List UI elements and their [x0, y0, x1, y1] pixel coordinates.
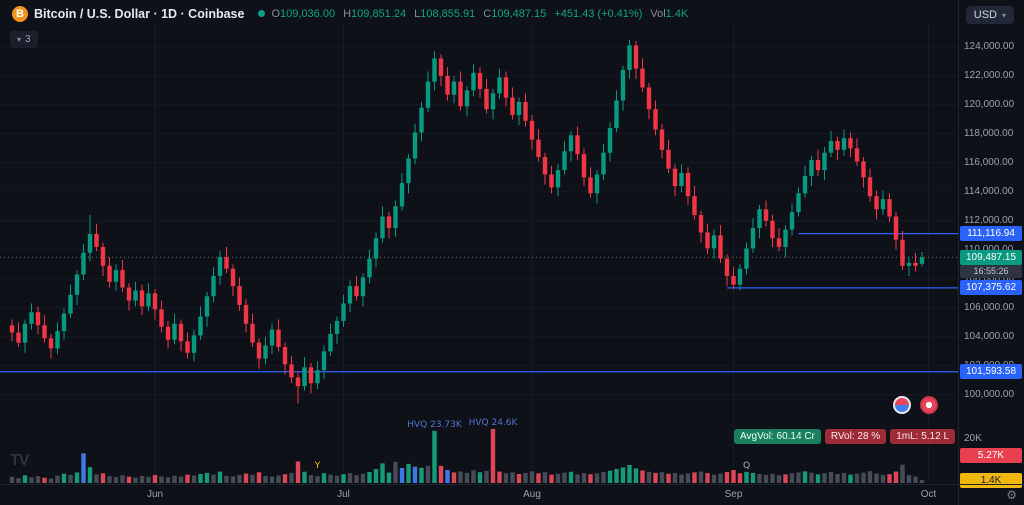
- close-value: C109,487.15: [483, 7, 547, 20]
- chart-marker-icons: [893, 396, 938, 414]
- time-axis-label: Jul: [337, 489, 350, 500]
- svg-text:HVQ 24.6K: HVQ 24.6K: [469, 418, 519, 428]
- price-tick-label: 110,000.00: [964, 244, 1013, 256]
- chevron-down-icon: ▾: [17, 35, 22, 44]
- red-blue-circle-marker-icon[interactable]: [893, 396, 911, 414]
- price-tick-label: 106,000.00: [964, 301, 1015, 313]
- price-tick-label: 116,000.00: [964, 156, 1014, 168]
- price-tick-label: 112,000.00: [964, 214, 1014, 226]
- last-price-badge[interactable]: 109,487.15: [960, 249, 1022, 265]
- hidden-indicators-count: 3: [25, 34, 31, 45]
- level-price-badge[interactable]: 111,116.94: [960, 226, 1022, 242]
- time-axis-label: Aug: [523, 489, 541, 500]
- chart-header: B Bitcoin / U.S. Dollar · 1D · Coinbase …: [0, 0, 958, 27]
- red-ring-circle-marker-icon[interactable]: [920, 396, 938, 414]
- avgvol-stat-badge[interactable]: AvgVol: 60.14 Cr: [734, 429, 821, 444]
- chevron-down-icon: ▾: [1001, 10, 1006, 20]
- legend-collapse-button[interactable]: ▾ 3: [10, 31, 38, 48]
- ohlc-readout: O109,036.00 H109,851.24 L108,855.91 C109…: [271, 8, 688, 20]
- level-price-badge[interactable]: 107,375.62: [960, 280, 1022, 296]
- countdown-badge: 16:55:26: [960, 264, 1022, 278]
- bitcoin-icon: B: [12, 5, 28, 22]
- time-axis[interactable]: ⚙ Jun Jul Aug Sep Oct: [0, 484, 1024, 505]
- volume-axis-top-label: 20K: [964, 433, 982, 444]
- level-price-badge[interactable]: 101,593.58: [960, 364, 1022, 380]
- price-tick-label: 114,000.00: [964, 185, 1014, 197]
- currency-selector-button[interactable]: USD ▾: [965, 6, 1014, 24]
- volume-value: Vol1.4K: [650, 7, 689, 20]
- time-axis-label: Sep: [724, 489, 743, 500]
- volume-stats-row: AvgVol: 60.14 Cr RVol: 28 % 1mL: 5.12 L: [734, 429, 955, 444]
- svg-text:HVQ 23.73K: HVQ 23.73K: [407, 420, 463, 430]
- tradingview-logo[interactable]: TV: [10, 452, 29, 469]
- price-axis[interactable]: 109,487.15 16:55:26 20K 5.27K 1.4K 124,0…: [958, 0, 1024, 505]
- bitcoin-glyph: B: [16, 7, 24, 20]
- rvol-stat-badge[interactable]: RVol: 28 %: [824, 429, 887, 444]
- symbol-title[interactable]: Bitcoin / U.S. Dollar · 1D · Coinbase: [34, 6, 245, 21]
- svg-text:Q: Q: [743, 461, 750, 471]
- gear-icon[interactable]: ⚙: [1006, 488, 1017, 502]
- price-tick-label: 118,000.00: [964, 127, 1014, 139]
- time-axis-label: Oct: [920, 489, 937, 500]
- svg-text:Y: Y: [314, 461, 321, 471]
- change-value: +451.43 (+0.41%): [554, 7, 643, 20]
- price-tick-label: 122,000.00: [964, 69, 1015, 81]
- volume-ma-badge: 5.27K: [960, 448, 1022, 463]
- low-value: L108,855.91: [414, 7, 476, 20]
- market-status-dot: [258, 10, 266, 17]
- chart-canvas[interactable]: HVQ 23.73K HVQ 24.6K Y Q: [0, 0, 958, 505]
- time-axis-label: Jun: [146, 489, 164, 500]
- price-tick-label: 104,000.00: [964, 330, 1015, 342]
- price-tick-label: 100,000.00: [964, 388, 1015, 400]
- price-tick-label: 108,000.00: [964, 272, 1015, 284]
- oneml-stat-badge[interactable]: 1mL: 5.12 L: [890, 429, 955, 444]
- price-tick-label: 124,000.00: [964, 40, 1015, 52]
- price-tick-label: 120,000.00: [964, 98, 1015, 110]
- open-value: O109,036.00: [271, 7, 336, 20]
- currency-label: USD: [973, 9, 997, 21]
- high-value: H109,851.24: [343, 7, 407, 20]
